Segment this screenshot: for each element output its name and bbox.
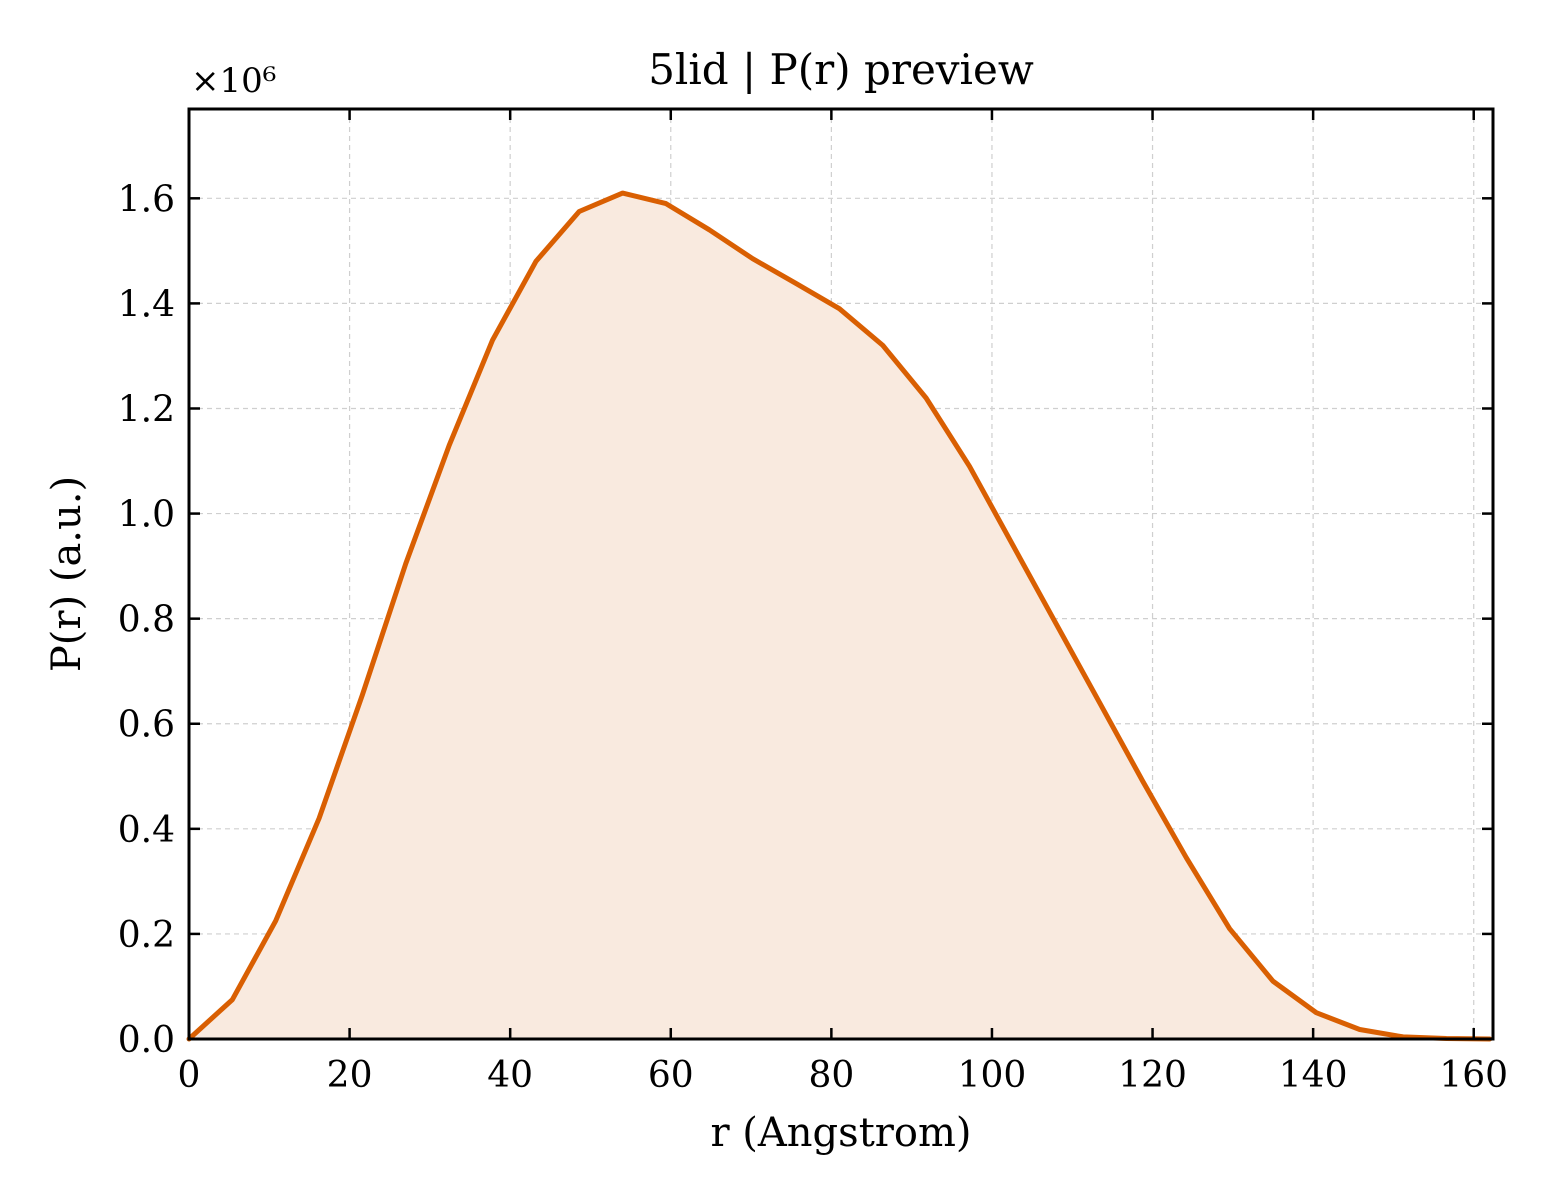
ticks bbox=[187, 109, 1493, 1041]
y-tick-label: 1.2 bbox=[118, 389, 175, 430]
x-tick-label: 20 bbox=[327, 1055, 373, 1096]
x-axis-title: r (Angstrom) bbox=[710, 1110, 971, 1156]
y-tick-label: 0.6 bbox=[118, 705, 175, 746]
x-tick-label: 160 bbox=[1439, 1055, 1508, 1096]
x-tick-label: 80 bbox=[808, 1055, 854, 1096]
x-tick-label: 100 bbox=[958, 1055, 1027, 1096]
y-tick-label: 0.2 bbox=[118, 915, 175, 956]
x-tick-label: 60 bbox=[648, 1055, 694, 1096]
x-tick-label: 140 bbox=[1279, 1055, 1348, 1096]
y-tick-label: 0.0 bbox=[118, 1020, 175, 1061]
y-tick-label: 1.6 bbox=[118, 179, 175, 220]
y-tick-label: 1.4 bbox=[118, 284, 175, 325]
pr-area-fill bbox=[189, 193, 1490, 1040]
y-multiplier-label: ×10⁶ bbox=[191, 61, 276, 101]
chart-title: 5lid | P(r) preview bbox=[648, 45, 1034, 94]
x-tick-label: 40 bbox=[487, 1055, 533, 1096]
y-axis-title: P(r) (a.u.) bbox=[44, 476, 90, 672]
x-tick-label: 120 bbox=[1118, 1055, 1187, 1096]
tick-labels: 0 20 40 60 80 100 120 140 160 0.0 0.2 0.4 0.6 0.8 1.0 1… bbox=[118, 179, 1508, 1096]
x-tick-label: 0 bbox=[178, 1055, 201, 1096]
plot-frame bbox=[187, 107, 1495, 1041]
pr-line bbox=[186, 190, 1493, 1042]
y-tick-label: 0.4 bbox=[118, 810, 175, 851]
y-tick-label: 1.0 bbox=[118, 495, 175, 536]
y-tick-label: 0.8 bbox=[118, 600, 175, 641]
